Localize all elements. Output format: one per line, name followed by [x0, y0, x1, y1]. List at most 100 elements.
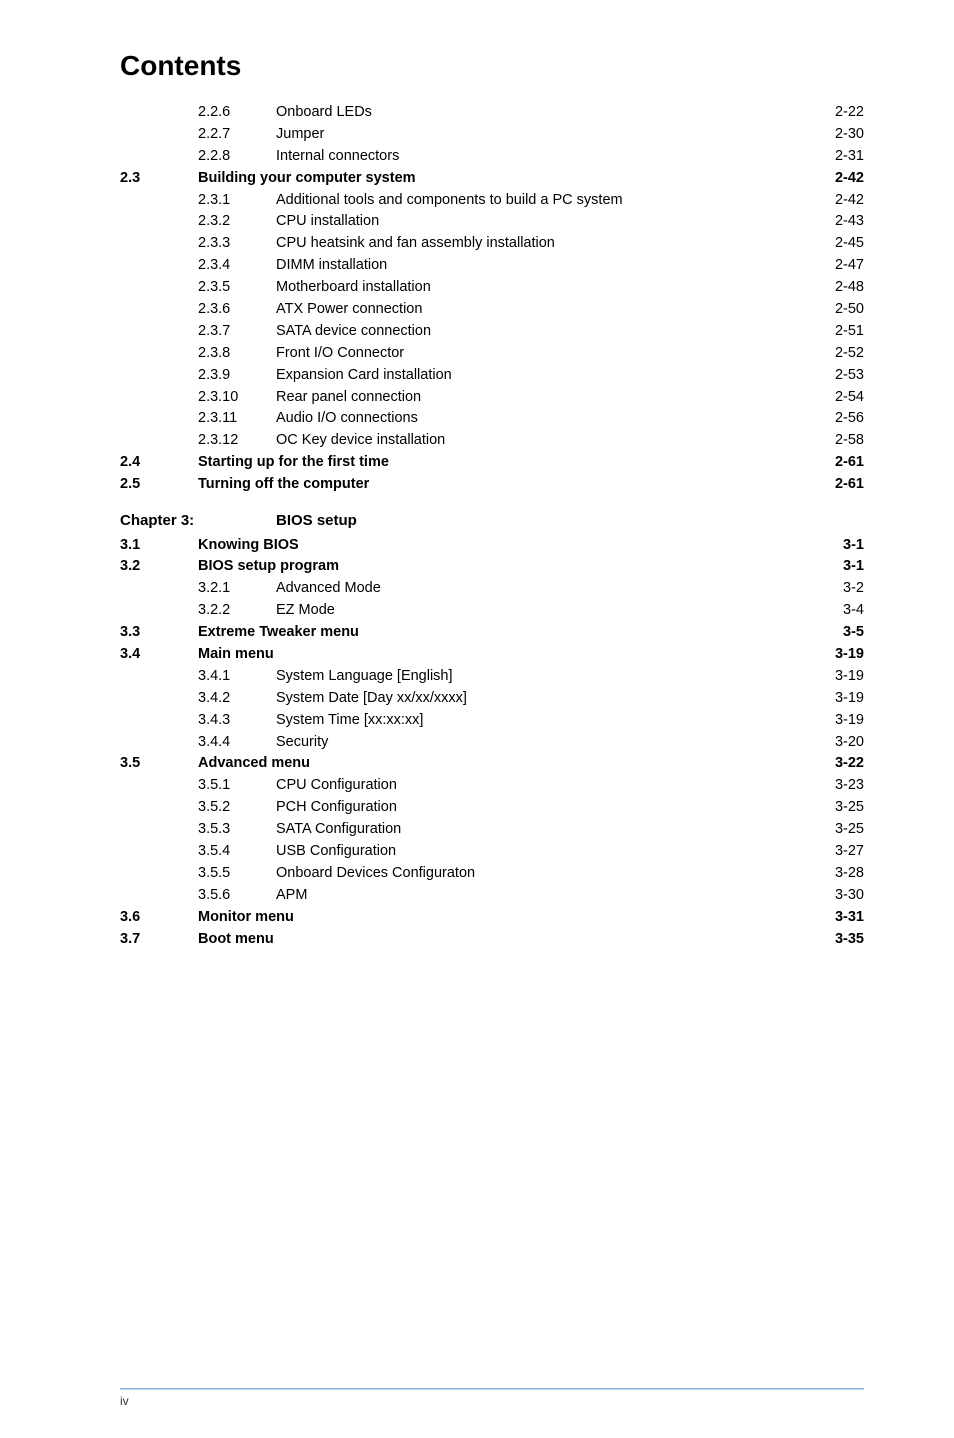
toc-section-number: 3.5: [120, 755, 198, 772]
toc-page-number: 2-45: [835, 235, 864, 252]
toc-page-number: 2-51: [835, 323, 864, 340]
toc-page-number: 2-53: [835, 367, 864, 384]
toc-page-number: 3-5: [843, 624, 864, 641]
toc-row: 2.3.9Expansion Card installation 2-53: [120, 367, 864, 384]
toc-subsection-number: 2.3.9: [198, 367, 276, 384]
toc-subsection-label: Onboard Devices Configuraton: [276, 865, 475, 882]
toc-subsection-label: Audio I/O connections: [276, 410, 418, 427]
toc-row: 3.1Knowing BIOS3-1: [120, 537, 864, 554]
toc-row: 2.2.6Onboard LEDs 2-22: [120, 104, 864, 121]
toc-subsection-number: 2.3.3: [198, 235, 276, 252]
toc-section-label: Boot menu: [198, 931, 274, 948]
toc-row: 2.4Starting up for the first time2-61: [120, 454, 864, 471]
toc-subsection-number: 2.2.7: [198, 126, 276, 143]
toc-row: 2.2.8Internal connectors2-31: [120, 148, 864, 165]
toc-subsection-label: PCH Configuration: [276, 799, 397, 816]
toc-row: 3.2.1Advanced Mode3-2: [120, 580, 864, 597]
toc-row: 2.5Turning off the computer2-61: [120, 476, 864, 493]
toc-page-number: 2-47: [835, 257, 864, 274]
toc-section-number: 3.4: [120, 646, 198, 663]
toc-subsection-number: 2.3.4: [198, 257, 276, 274]
toc-block-2: 3.1Knowing BIOS3-13.2BIOS setup program3…: [120, 537, 864, 948]
toc-subsection-label: APM: [276, 887, 307, 904]
toc-page-number: 3-31: [835, 909, 864, 926]
toc-subsection-label: Expansion Card installation: [276, 367, 452, 384]
toc-subsection-label: Jumper: [276, 126, 324, 143]
toc-page-number: 2-30: [835, 126, 864, 143]
toc-page-number: 3-22: [835, 755, 864, 772]
page-title: Contents: [120, 50, 864, 82]
toc-page-number: 2-52: [835, 345, 864, 362]
toc-row: 3.5.6APM3-30: [120, 887, 864, 904]
toc-page-number: 3-4: [843, 602, 864, 619]
toc-section-number: 2.4: [120, 454, 198, 471]
toc-section-number: 2.5: [120, 476, 198, 493]
toc-subsection-label: CPU installation: [276, 213, 379, 230]
toc-page-number: 3-19: [835, 712, 864, 729]
toc-row: 2.3.12OC Key device installation2-58: [120, 432, 864, 449]
toc-page-number: 3-35: [835, 931, 864, 948]
toc-row: 2.3.5Motherboard installation2-48: [120, 279, 864, 296]
toc-row: 2.3.7SATA device connection2-51: [120, 323, 864, 340]
toc-section-label: Main menu: [198, 646, 274, 663]
toc-page-number: 3-19: [835, 646, 864, 663]
toc-row: 3.4.2System Date [Day xx/xx/xxxx]3-19: [120, 690, 864, 707]
toc-page-number: 2-56: [835, 410, 864, 427]
toc-row: 3.2BIOS setup program 3-1: [120, 558, 864, 575]
toc-subsection-label: System Date [Day xx/xx/xxxx]: [276, 690, 467, 707]
toc-subsection-label: Internal connectors: [276, 148, 399, 165]
toc-section-label: Extreme Tweaker menu: [198, 624, 359, 641]
toc-subsection-number: 3.4.4: [198, 734, 276, 751]
toc-row: 3.5.3SATA Configuration3-25: [120, 821, 864, 838]
toc-section-label: Advanced menu: [198, 755, 310, 772]
toc-row: 2.3.11Audio I/O connections 2-56: [120, 410, 864, 427]
toc-subsection-label: ATX Power connection: [276, 301, 422, 318]
toc-row: 3.5Advanced menu 3-22: [120, 755, 864, 772]
toc-row: 2.2.7Jumper 2-30: [120, 126, 864, 143]
toc-row: 2.3.6ATX Power connection2-50: [120, 301, 864, 318]
toc-subsection-number: 2.2.8: [198, 148, 276, 165]
toc-row: 3.6Monitor menu3-31: [120, 909, 864, 926]
toc-page-number: 3-20: [835, 734, 864, 751]
toc-page-number: 2-22: [835, 104, 864, 121]
toc-subsection-label: System Language [English]: [276, 668, 453, 685]
toc-row: 3.4.4Security3-20: [120, 734, 864, 751]
toc-subsection-number: 3.4.3: [198, 712, 276, 729]
toc-subsection-number: 2.3.8: [198, 345, 276, 362]
footer-page-number: iv: [120, 1394, 864, 1408]
toc-subsection-label: DIMM installation: [276, 257, 387, 274]
toc-page-number: 2-54: [835, 389, 864, 406]
toc-row: 2.3.8Front I/O Connector2-52: [120, 345, 864, 362]
toc-subsection-number: 2.3.6: [198, 301, 276, 318]
toc-subsection-number: 2.3.11: [198, 410, 276, 427]
chapter-title: BIOS setup: [276, 512, 357, 529]
toc-page-number: 3-1: [843, 558, 864, 575]
toc-subsection-number: 3.2.2: [198, 602, 276, 619]
toc-row: 3.5.5Onboard Devices Configuraton3-28: [120, 865, 864, 882]
toc-page-number: 2-58: [835, 432, 864, 449]
toc-subsection-number: 2.3.1: [198, 192, 276, 209]
toc-subsection-number: 3.5.6: [198, 887, 276, 904]
toc-row: 2.3.3CPU heatsink and fan assembly insta…: [120, 235, 864, 252]
toc-row: 3.2.2EZ Mode 3-4: [120, 602, 864, 619]
toc-section-label: BIOS setup program: [198, 558, 339, 575]
chapter-heading: Chapter 3: BIOS setup: [120, 512, 864, 529]
toc-row: 2.3.1Additional tools and components to …: [120, 192, 864, 209]
toc-subsection-number: 3.5.3: [198, 821, 276, 838]
toc-page-number: 2-43: [835, 213, 864, 230]
toc-page-number: 3-25: [835, 821, 864, 838]
toc-page-number: 3-19: [835, 690, 864, 707]
toc-row: 2.3Building your computer system2-42: [120, 170, 864, 187]
toc-page-number: 2-42: [835, 192, 864, 209]
toc-page-number: 3-19: [835, 668, 864, 685]
toc-subsection-number: 2.3.10: [198, 389, 276, 406]
toc-subsection-label: Onboard LEDs: [276, 104, 372, 121]
toc-subsection-label: EZ Mode: [276, 602, 335, 619]
page: Contents 2.2.6Onboard LEDs 2-22 2.2.7Jumpe…: [0, 0, 954, 1438]
toc-section-number: 3.2: [120, 558, 198, 575]
toc-subsection-number: 2.3.12: [198, 432, 276, 449]
toc-section-number: 3.3: [120, 624, 198, 641]
toc-row: 3.5.1CPU Configuration3-23: [120, 777, 864, 794]
toc-subsection-number: 2.2.6: [198, 104, 276, 121]
toc-section-label: Monitor menu: [198, 909, 294, 926]
